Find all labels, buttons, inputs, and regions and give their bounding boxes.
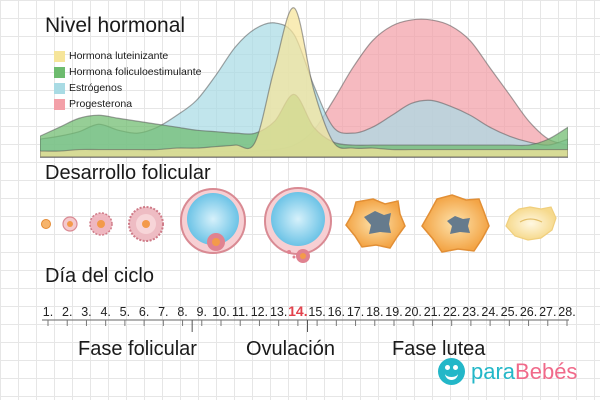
- day-label: 24.: [481, 305, 498, 319]
- day-label: 22.: [443, 305, 460, 319]
- corpus-albicans: [505, 206, 557, 241]
- follicular-development-title: Desarrollo folicular: [45, 162, 211, 184]
- hormone-level-title: Nivel hormonal: [45, 14, 186, 37]
- follicle-stage-3: [89, 212, 113, 236]
- day-label: 3.: [81, 305, 91, 319]
- legend-item-estrogen: Estrógenos: [54, 80, 201, 96]
- corpus-luteum-early: [345, 198, 406, 249]
- follicle-stage-2: [62, 216, 78, 232]
- logo-text-bebes: Bebés: [515, 358, 578, 384]
- day-label: 21.: [424, 305, 441, 319]
- legend-swatch-fsh: [54, 66, 65, 78]
- legend-swatch-lh: [54, 50, 65, 62]
- series-area-3: [40, 7, 568, 158]
- phase-luteal-label: Fase lutea: [392, 338, 486, 360]
- phase-ovulation-label: Ovulación: [246, 338, 335, 360]
- day-label: 4.: [100, 305, 110, 319]
- day-label: 17.: [347, 305, 364, 319]
- day-label: 16.: [328, 305, 345, 319]
- legend-swatch-progesterone: [54, 98, 65, 110]
- legend-swatch-estrogen: [54, 82, 65, 94]
- chart-legend: Hormona luteinizante Hormona foliculoest…: [54, 48, 201, 112]
- day-label: 18.: [366, 305, 383, 319]
- phase-follicular-label: Fase folicular: [78, 338, 197, 360]
- legend-label-progesterone: Progesterona: [69, 98, 133, 110]
- cycle-day-title: Día del ciclo: [45, 265, 154, 287]
- day-label: 25.: [501, 305, 518, 319]
- day-label: 13.: [270, 305, 287, 319]
- legend-label-fsh: Hormona foliculoestimulante: [69, 66, 202, 78]
- day-label: 8.: [177, 305, 187, 319]
- legend-label-lh: Hormona luteinizante: [69, 50, 169, 62]
- follicle-stage-1: [41, 219, 51, 229]
- smiley-logo-icon: [438, 358, 465, 385]
- day-label: 10.: [212, 305, 229, 319]
- day-label: 1.: [43, 305, 53, 319]
- day-label: 9.: [197, 305, 207, 319]
- legend-item-lh: Hormona luteinizante: [54, 48, 201, 64]
- day-label: 28.: [558, 305, 575, 319]
- day-label: 6.: [139, 305, 149, 319]
- follicle-stage-5: [180, 188, 246, 254]
- legend-item-progesterone: Progesterona: [54, 96, 201, 112]
- follicle-stages: [41, 187, 557, 263]
- corpus-luteum-mature: [421, 194, 490, 253]
- follicle-stage-6: [264, 187, 332, 263]
- parabebes-logo: para Bebés: [438, 358, 577, 385]
- day-label: 15.: [308, 305, 325, 319]
- day-label: 20.: [405, 305, 422, 319]
- day-label: 7.: [158, 305, 168, 319]
- day-label: 2.: [62, 305, 72, 319]
- day-label: 23.: [462, 305, 479, 319]
- legend-item-fsh: Hormona foliculoestimulante: [54, 64, 201, 80]
- follicle-stage-4: [128, 206, 164, 242]
- day-label: 27.: [539, 305, 556, 319]
- hormone-chart: [40, 7, 568, 158]
- day-label: 12.: [251, 305, 268, 319]
- legend-label-estrogen: Estrógenos: [69, 82, 123, 94]
- day-label: 19.: [385, 305, 402, 319]
- day-label: 14.: [288, 303, 307, 319]
- day-label: 26.: [520, 305, 537, 319]
- logo-text-para: para: [471, 358, 516, 384]
- cycle-day-axis: 1. 2. 3. 4. 5. 6. 7. 8. 9. 10. 11. 12. 13. 14. 15. 16. 1…: [42, 303, 576, 332]
- day-label: 5.: [120, 305, 130, 319]
- day-label: 11.: [232, 305, 248, 319]
